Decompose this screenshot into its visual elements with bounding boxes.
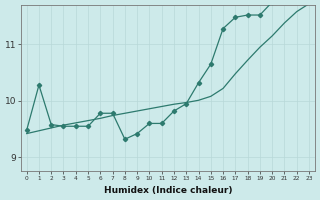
X-axis label: Humidex (Indice chaleur): Humidex (Indice chaleur) bbox=[104, 186, 232, 195]
